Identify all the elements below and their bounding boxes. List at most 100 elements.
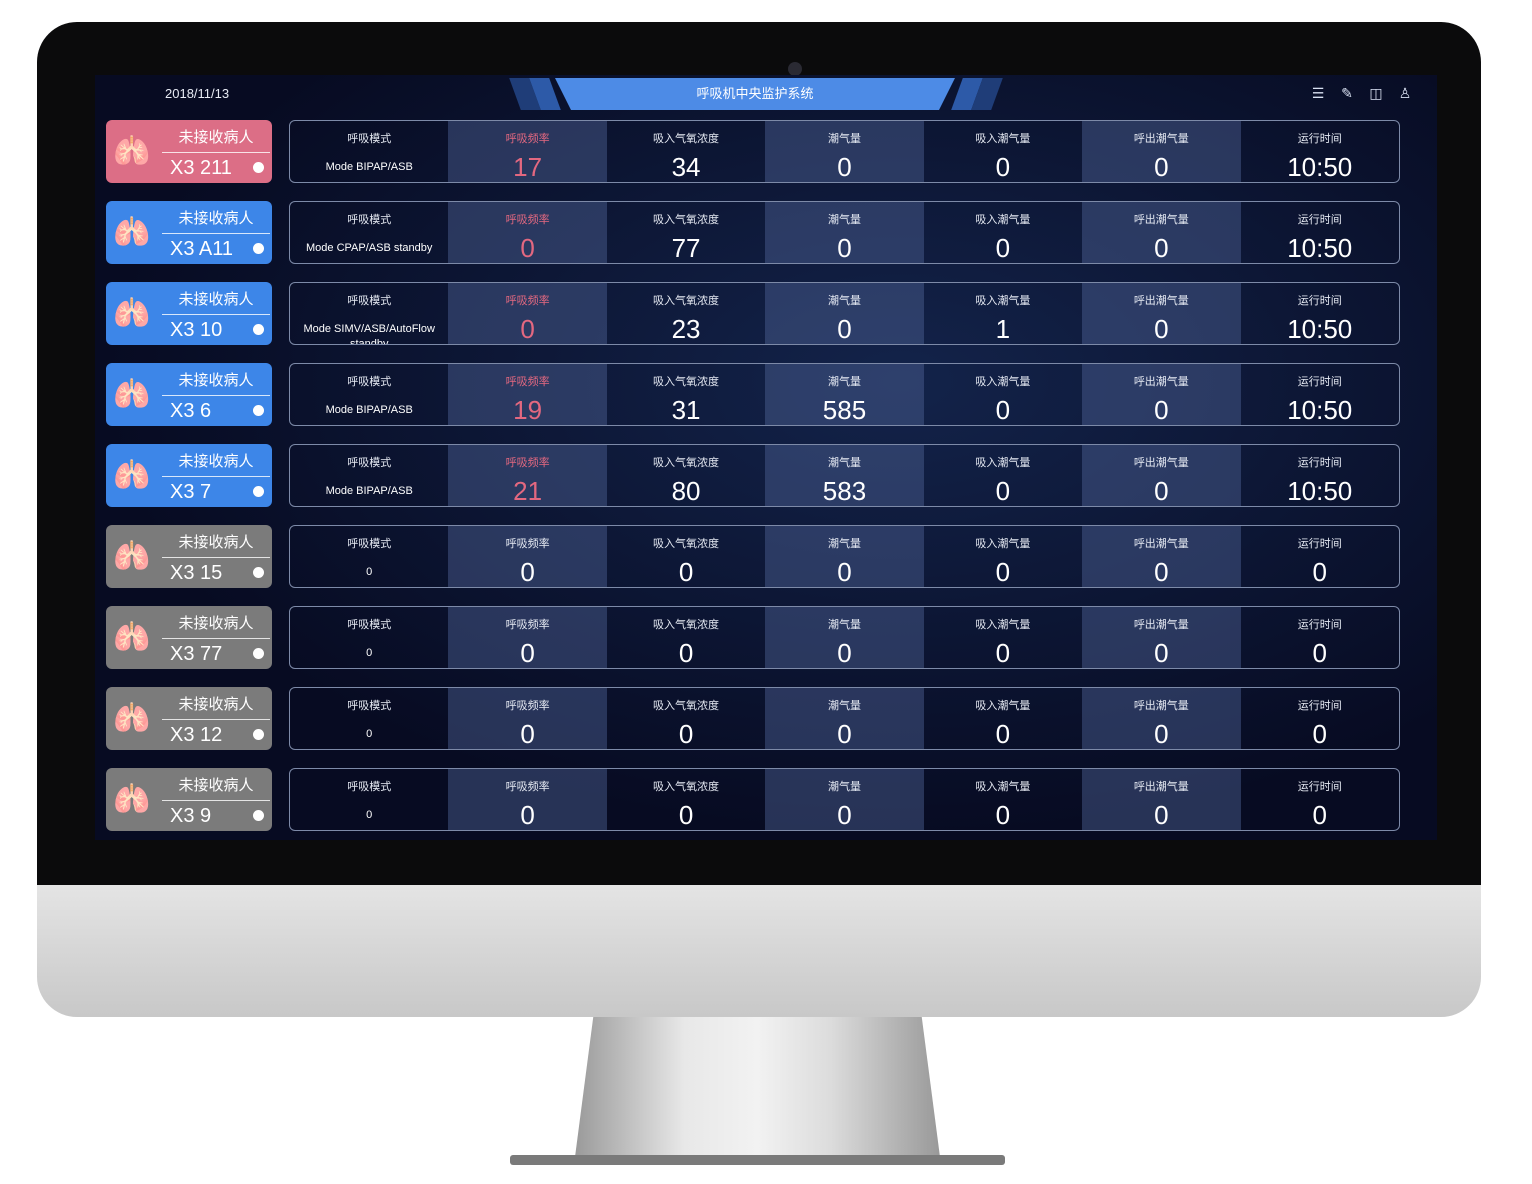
metrics-table: 呼吸模式 Mode SIMV/ASB/AutoFlow standby 呼吸频率 0 吸… xyxy=(289,282,1400,345)
bed-card[interactable]: 🫁 未接收病人 X3 77 xyxy=(106,606,272,669)
user-icon[interactable]: ♙ xyxy=(1398,85,1412,101)
metric-cell: 潮气量 583 xyxy=(765,445,924,506)
ventilator-row: 🫁 未接收病人 X3 15 呼吸模式 0 呼吸频率 0 吸入气氧浓度 0 潮气量 0 吸入潮气量… xyxy=(106,525,1400,588)
metric-cell: 吸入气氧浓度 0 xyxy=(607,526,765,587)
edit-icon[interactable] xyxy=(253,729,264,740)
ventilator-row: 🫁 未接收病人 X3 7 呼吸模式 Mode BIPAP/ASB 呼吸频率 21 吸入气… xyxy=(106,444,1400,507)
metric-cell: 吸入气氧浓度 0 xyxy=(607,688,765,749)
metric-value: 23 xyxy=(671,314,701,344)
metric-value: 0 xyxy=(520,314,535,344)
edit-icon[interactable] xyxy=(253,162,264,173)
metric-label: 呼出潮气量 xyxy=(1133,781,1189,793)
edit-icon[interactable] xyxy=(253,405,264,416)
list-icon[interactable]: ☰ xyxy=(1311,85,1325,101)
status-label: 未接收病人 xyxy=(162,369,270,396)
metric-value: 0 xyxy=(837,638,852,668)
metric-cell: 吸入气氧浓度 77 xyxy=(607,202,765,263)
metric-value: 0 xyxy=(995,395,1011,425)
metric-label: 呼吸模式 xyxy=(347,376,392,388)
metric-label: 运行时间 xyxy=(1297,700,1342,712)
metric-value: 583 xyxy=(822,476,867,506)
metric-value: 0 xyxy=(1154,557,1169,587)
metric-cell: 呼吸频率 17 xyxy=(448,121,607,182)
metric-label: 呼吸模式 xyxy=(347,700,392,712)
metric-cell: 吸入气氧浓度 0 xyxy=(607,769,765,830)
edit-icon[interactable] xyxy=(253,810,264,821)
metric-value: 0 xyxy=(995,638,1011,668)
metric-cell: 潮气量 585 xyxy=(765,364,924,425)
metric-label: 吸入潮气量 xyxy=(975,376,1031,388)
bed-card[interactable]: 🫁 未接收病人 X3 211 xyxy=(106,120,272,183)
metric-value: 10:50 xyxy=(1287,233,1353,263)
metric-label: 呼出潮气量 xyxy=(1133,214,1189,226)
metrics-table: 呼吸模式 0 呼吸频率 0 吸入气氧浓度 0 潮气量 0 吸入潮气量 0 呼出潮气量 0 运行时间 0 xyxy=(289,687,1400,750)
metric-value: 0 xyxy=(1154,476,1169,506)
bed-card[interactable]: 🫁 未接收病人 X3 12 xyxy=(106,687,272,750)
metrics-table: 呼吸模式 Mode BIPAP/ASB 呼吸频率 17 吸入气氧浓度 34 潮气量 0 吸入潮气… xyxy=(289,120,1400,183)
metric-cell: 吸入潮气量 0 xyxy=(924,445,1082,506)
metrics-table: 呼吸模式 Mode BIPAP/ASB 呼吸频率 19 吸入气氧浓度 31 潮气量 585 吸入… xyxy=(289,363,1400,426)
bed-card[interactable]: 🫁 未接收病人 X3 10 xyxy=(106,282,272,345)
metric-label: 吸入潮气量 xyxy=(975,781,1031,793)
metric-value: 19 xyxy=(513,395,543,425)
metric-cell: 吸入潮气量 0 xyxy=(924,688,1082,749)
edit-icon[interactable] xyxy=(253,567,264,578)
metric-label: 呼吸频率 xyxy=(505,133,550,145)
metric-label: 呼出潮气量 xyxy=(1133,538,1189,550)
metric-label: 呼出潮气量 xyxy=(1133,133,1189,145)
metric-cell: 吸入气氧浓度 80 xyxy=(607,445,765,506)
page-title: 呼吸机中央监护系统 xyxy=(555,78,955,110)
bed-card[interactable]: 🫁 未接收病人 X3 A11 xyxy=(106,201,272,264)
metric-label: 潮气量 xyxy=(827,295,861,307)
bed-card[interactable]: 🫁 未接收病人 X3 7 xyxy=(106,444,272,507)
metric-value: 0 xyxy=(995,476,1011,506)
metric-cell: 潮气量 0 xyxy=(765,688,924,749)
edit-icon[interactable] xyxy=(253,486,264,497)
metric-label: 运行时间 xyxy=(1297,133,1342,145)
metric-value: 0 xyxy=(995,233,1011,263)
metric-value: 0 xyxy=(995,557,1011,587)
metric-label: 潮气量 xyxy=(827,376,861,388)
metric-label: 潮气量 xyxy=(827,214,861,226)
edit-icon[interactable] xyxy=(253,648,264,659)
metric-label: 运行时间 xyxy=(1297,376,1342,388)
metric-cell: 运行时间 10:50 xyxy=(1241,121,1399,182)
ventilator-row: 🫁 未接收病人 X3 77 呼吸模式 0 呼吸频率 0 吸入气氧浓度 0 潮气量 0 吸入潮气量… xyxy=(106,606,1400,669)
bed-card[interactable]: 🫁 未接收病人 X3 9 xyxy=(106,768,272,831)
metric-label: 呼吸频率 xyxy=(505,295,550,307)
edit-icon[interactable] xyxy=(253,243,264,254)
status-label: 未接收病人 xyxy=(162,774,270,801)
metric-value: 0 xyxy=(520,800,535,830)
metric-label: 运行时间 xyxy=(1297,781,1342,793)
metric-cell: 呼吸频率 0 xyxy=(448,202,607,263)
metric-value: 31 xyxy=(671,395,701,425)
metric-label: 呼吸频率 xyxy=(505,376,550,388)
metric-label: 吸入气氧浓度 xyxy=(653,781,720,793)
metric-cell: 潮气量 0 xyxy=(765,769,924,830)
edit-icon[interactable] xyxy=(253,324,264,335)
monitor-stand xyxy=(575,1017,940,1157)
metric-value: 10:50 xyxy=(1287,152,1353,182)
edit-icon[interactable]: ✎ xyxy=(1341,85,1353,101)
bed-card[interactable]: 🫁 未接收病人 X3 15 xyxy=(106,525,272,588)
metric-cell: 吸入潮气量 0 xyxy=(924,364,1082,425)
metric-value: 0 xyxy=(1154,719,1169,749)
metric-value: Mode BIPAP/ASB xyxy=(325,404,413,416)
layout-icon[interactable]: ◫ xyxy=(1369,85,1383,101)
metric-value: 0 xyxy=(837,152,852,182)
metric-label: 潮气量 xyxy=(827,457,861,469)
metric-value: 0 xyxy=(1312,800,1327,830)
metric-cell: 潮气量 0 xyxy=(765,526,924,587)
lungs-icon: 🫁 xyxy=(113,783,151,816)
lungs-icon: 🫁 xyxy=(113,216,151,249)
metric-label: 吸入潮气量 xyxy=(975,700,1031,712)
metric-value: 0 xyxy=(520,638,535,668)
metric-value: 34 xyxy=(671,152,701,182)
metric-label: 吸入气氧浓度 xyxy=(653,295,720,307)
ventilator-row: 🫁 未接收病人 X3 12 呼吸模式 0 呼吸频率 0 吸入气氧浓度 0 潮气量 0 吸入潮气量… xyxy=(106,687,1400,750)
metric-value: 0 xyxy=(837,233,852,263)
metric-value: 0 xyxy=(995,800,1011,830)
bed-card[interactable]: 🫁 未接收病人 X3 6 xyxy=(106,363,272,426)
metric-cell: 呼出潮气量 0 xyxy=(1082,607,1241,668)
metric-label: 呼吸频率 xyxy=(505,700,550,712)
